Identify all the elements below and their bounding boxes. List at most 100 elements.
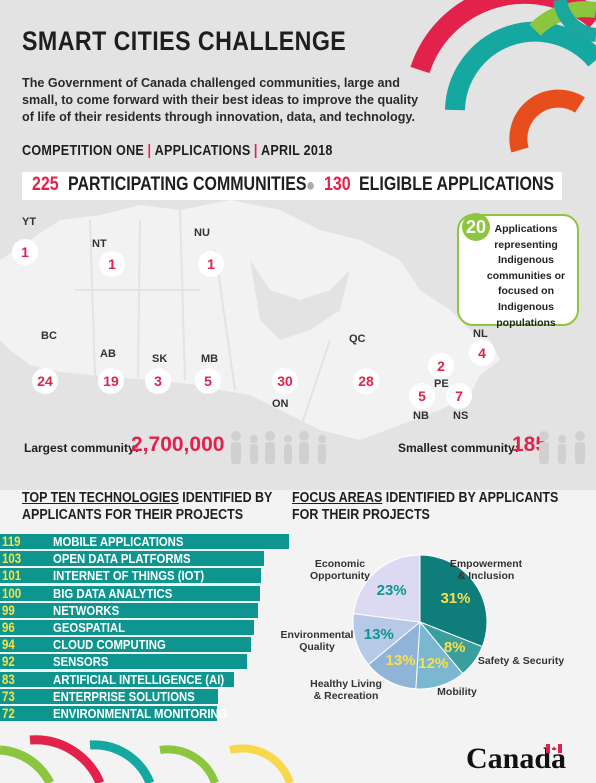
indigenous-text: Applications representing Indigenous com…	[486, 223, 566, 329]
people-silhouettes	[231, 431, 585, 464]
province-count: 1	[198, 251, 224, 277]
tech-bar: 73 ENTERPRISE SOLUTIONS	[0, 687, 218, 704]
tech-bar-label: ENTERPRISE SOLUTIONS	[53, 688, 195, 704]
focus-pie-chart: 31%8%12%13%13%23%	[352, 554, 488, 690]
tech-bar: 119 MOBILE APPLICATIONS	[0, 533, 289, 549]
tech-bar: 101 INTERNET OF THINGS (IOT)	[0, 567, 261, 584]
tech-bar-value: 119	[2, 533, 21, 549]
tech-bar-label: ARTIFICIAL INTELLIGENCE (AI)	[53, 671, 225, 687]
pie-value: 13%	[386, 652, 416, 669]
pie-value: 12%	[418, 655, 448, 672]
province-count: 5	[409, 383, 435, 409]
largest-community-label: Largest community:	[24, 441, 139, 455]
tech-bar: 96 GEOSPATIAL	[0, 619, 254, 635]
focus-heading-rest: IDENTIFIED BY APPLICANTS	[382, 490, 559, 506]
tech-bar-value: 92	[2, 653, 15, 670]
tech-bar-value: 83	[2, 670, 15, 687]
intro-text: The Government of Canada challenged comm…	[22, 76, 419, 124]
pie-label: Economic Opportunity	[309, 558, 371, 582]
province-label: NU	[194, 227, 210, 239]
province-count: 1	[12, 239, 38, 265]
pie-slice	[367, 620, 421, 690]
tech-heading-rest: IDENTIFIED BY	[178, 490, 273, 506]
province-label: BC	[41, 330, 57, 342]
tech-bar-value: 94	[2, 636, 15, 653]
stats-banner: 225 PARTICIPATING COMMUNITIES ● 130 ELIG…	[22, 172, 562, 200]
province-count: 4	[469, 340, 495, 366]
decorative-arcs-top	[410, 0, 596, 153]
competition-label: COMPETITION ONE | APPLICATIONS | APRIL 2018	[22, 142, 333, 159]
province-label: NT	[92, 238, 107, 250]
pie-label: Empowerment & Inclusion	[449, 558, 523, 582]
pie-label: Environmental Quality	[280, 629, 354, 653]
tech-bar-label: MOBILE APPLICATIONS	[53, 534, 184, 549]
province-count: 1	[99, 251, 125, 277]
province-label: MB	[201, 353, 219, 365]
focus-heading: FOCUS AREAS IDENTIFIED BY APPLICANTS FOR…	[292, 490, 558, 524]
province-label: SK	[152, 353, 168, 365]
tech-bar-label: CLOUD COMPUTING	[53, 637, 166, 653]
province-count: 24	[32, 368, 58, 394]
tech-bar-value: 72	[2, 705, 15, 721]
pie-value: 23%	[377, 582, 407, 599]
decorative-arcs-bottom	[0, 735, 294, 783]
pie-slice	[419, 554, 488, 648]
province-label: AB	[100, 348, 116, 360]
tech-bar-label: ENVIRONMENTAL MONITORING	[53, 706, 228, 721]
applications-label: ELIGIBLE APPLICATIONS	[359, 174, 555, 195]
applications-count: 130	[324, 174, 351, 195]
pie-value: 13%	[364, 626, 394, 643]
tech-bar: 94 CLOUD COMPUTING	[0, 636, 251, 653]
tech-heading: TOP TEN TECHNOLOGIES IDENTIFIED BY APPLI…	[22, 490, 272, 524]
province-label: ON	[272, 398, 289, 410]
province-label: NL	[473, 328, 488, 340]
tech-bar-value: 103	[2, 550, 22, 567]
tech-bar-value: 73	[2, 687, 15, 704]
pie-slice	[352, 554, 421, 623]
tech-bar: 83 ARTIFICIAL INTELLIGENCE (AI)	[0, 670, 234, 687]
tech-bar-value: 99	[2, 601, 15, 618]
province-count: 28	[353, 368, 379, 394]
province-count: 5	[195, 368, 221, 394]
largest-community-value: 2,700,000	[131, 433, 225, 456]
tech-bar-label: INTERNET OF THINGS (IOT)	[53, 568, 205, 584]
pie-slice	[352, 613, 422, 666]
communities-label: PARTICIPATING COMMUNITIES	[68, 174, 307, 195]
separator-dot: ●	[306, 175, 316, 195]
province-count: 19	[98, 368, 124, 394]
province-count: 30	[272, 368, 298, 394]
pie-label: Healthy Living & Recreation	[310, 678, 382, 702]
tech-bar-value: 101	[2, 567, 22, 584]
tech-bar-label: OPEN DATA PLATFORMS	[53, 551, 191, 567]
focus-heading-underlined: FOCUS AREAS	[292, 490, 383, 506]
pie-label: Safety & Security	[477, 655, 565, 667]
communities-count: 225	[32, 174, 59, 195]
tech-bar: 99 NETWORKS	[0, 601, 258, 618]
tech-bar: 92 SENSORS	[0, 653, 247, 670]
tech-bar-label: NETWORKS	[53, 602, 120, 618]
pie-value: 31%	[440, 590, 470, 607]
smallest-community-label: Smallest community:	[398, 441, 519, 455]
province-label: NB	[413, 410, 429, 422]
province-count: 7	[446, 383, 472, 409]
tech-bar: 103 OPEN DATA PLATFORMS	[0, 550, 264, 567]
page-title: SMART CITIES CHALLENGE	[22, 26, 347, 56]
province-label: QC	[349, 333, 366, 345]
province-label: YT	[22, 216, 37, 228]
province-count: 2	[428, 353, 454, 379]
competition-phase: APPLICATIONS	[154, 142, 251, 159]
tech-bar: 72 ENVIRONMENTAL MONITORING	[0, 705, 228, 721]
focus-heading-line2: FOR THEIR PROJECTS	[292, 507, 430, 523]
tech-bar-value: 96	[2, 619, 15, 635]
indigenous-count: 20	[462, 213, 490, 241]
tech-bar-value: 100	[2, 584, 22, 601]
smallest-community-value: 185	[512, 433, 548, 456]
tech-heading-line2: APPLICANTS FOR THEIR PROJECTS	[22, 507, 244, 523]
province-label: PE	[434, 378, 449, 390]
tech-bar: 100 BIG DATA ANALYTICS	[0, 584, 260, 601]
competition-name: COMPETITION ONE	[22, 142, 145, 159]
province-count: 3	[145, 368, 171, 394]
tech-bar-label: BIG DATA ANALYTICS	[53, 585, 173, 601]
pie-value: 8%	[444, 639, 466, 656]
tech-bar-label: SENSORS	[53, 654, 109, 670]
